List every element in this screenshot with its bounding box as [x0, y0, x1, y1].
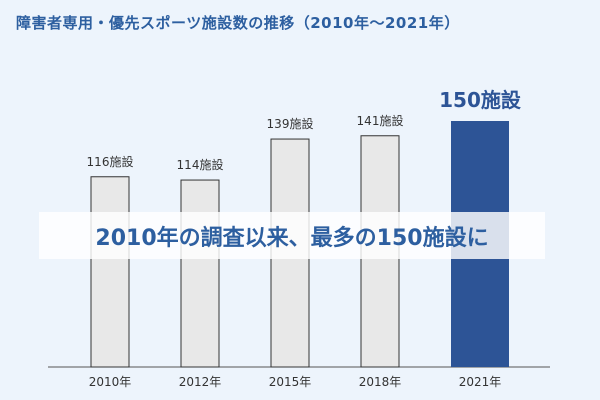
chart-title: 障害者専用・優先スポーツ施設数の推移（2010年〜2021年）	[16, 14, 460, 32]
x-tick-label-1: 2012年	[179, 375, 222, 389]
data-label-4: 150施設	[439, 88, 522, 112]
annotation-banner: 2010年の調査以来、最多の150施設に	[39, 212, 545, 259]
data-label-1: 114施設	[177, 157, 224, 172]
bar-0	[90, 176, 130, 368]
data-label-2: 139施設	[267, 116, 314, 131]
data-label-0: 116施設	[87, 154, 134, 169]
bar-1	[180, 179, 220, 368]
x-tick-label-4: 2021年	[459, 375, 502, 389]
data-label-3: 141施設	[357, 113, 404, 128]
x-tick-label-2: 2015年	[269, 375, 312, 389]
x-tick-label-3: 2018年	[359, 375, 402, 389]
x-tick-label-0: 2010年	[89, 375, 132, 389]
annotation-text: 2010年の調査以来、最多の150施設に	[95, 225, 489, 251]
